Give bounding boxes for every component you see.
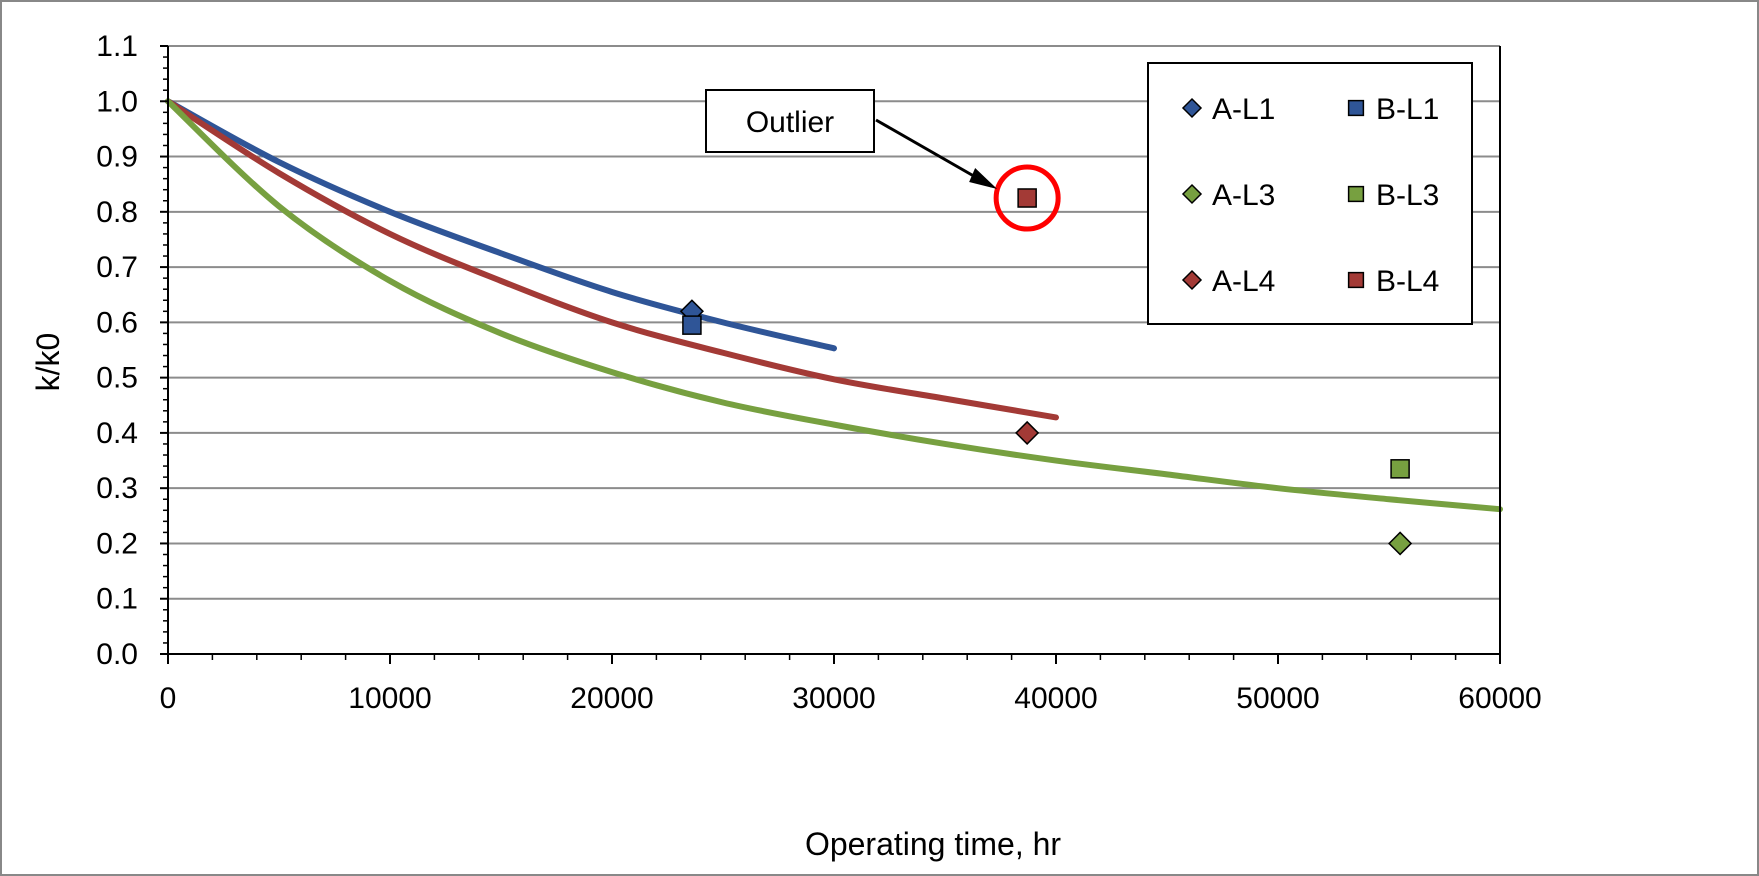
x-tick-label: 40000 [1014,682,1097,715]
legend-label-a-l1: A-L1 [1212,93,1275,126]
x-tick-label: 10000 [348,682,431,715]
y-tick-label: 0.2 [96,527,138,560]
y-tick-label: 1.1 [96,30,138,63]
y-tick-label: 0.3 [96,472,138,505]
x-tick-label: 60000 [1458,682,1541,715]
legend-label-b-l3: B-L3 [1376,179,1439,212]
data-point-a-l3 [1388,531,1413,556]
outlier-highlight-circle [993,164,1061,232]
legend-marker-a-l4 [1181,269,1203,291]
data-point-b-l3 [1390,459,1410,479]
curve-layer [165,98,1503,513]
x-tick-label: 20000 [570,682,653,715]
y-tick-label: 0.4 [96,417,138,450]
y-tick-label: 1.0 [96,85,138,118]
y-tick-label: 0.0 [96,638,138,671]
data-point-a-l4 [1015,420,1040,445]
legend-marker-a-l1 [1181,97,1203,119]
outlier-callout-text: Outlier [746,106,834,139]
legend: A-L1 B-L1 A-L3 B-L3 A-L4 B-L4 [1147,62,1473,325]
legend-label-a-l4: A-L4 [1212,265,1275,298]
annotation-layer: Outlier [705,89,1061,232]
x-axis-label: Operating time, hr [805,826,1061,862]
data-point-b-l4 [1017,188,1037,208]
data-point-b-l1 [682,315,702,335]
legend-marker-a-l3 [1181,183,1203,205]
y-axis-label: k/k0 [30,333,66,392]
fit-curve-line [165,98,1059,421]
legend-marker-b-l4 [1347,271,1365,289]
y-tick-label: 0.6 [96,306,138,339]
outlier-arrowhead [969,168,998,189]
y-tick-label: 0.1 [96,583,138,616]
y-tick-label: 0.8 [96,196,138,229]
legend-label-a-l3: A-L3 [1212,179,1275,212]
legend-label-b-l4: B-L4 [1376,265,1439,298]
axis-layer: 0.0 0.1 0.2 0.3 0.4 0.5 0.6 0.7 0.8 0.9 1.0 1.1 0 100… [96,30,1541,715]
point-layer [679,188,1413,556]
fit-curve-line [165,98,1503,513]
legend-label-b-l1: B-L1 [1376,93,1439,126]
fit-curve-line [165,98,837,352]
y-tick-label: 0.5 [96,362,138,395]
outlier-callout-box [705,89,875,153]
x-tick-label: 0 [160,682,177,715]
legend-marker-b-l3 [1347,185,1365,203]
x-tick-label: 30000 [792,682,875,715]
y-tick-label: 0.7 [96,251,138,284]
legend-marker-b-l1 [1347,99,1365,117]
y-tick-label: 0.9 [96,141,138,174]
outlier-arrow [875,118,992,188]
x-tick-label: 50000 [1236,682,1319,715]
legend-box [1147,62,1473,325]
